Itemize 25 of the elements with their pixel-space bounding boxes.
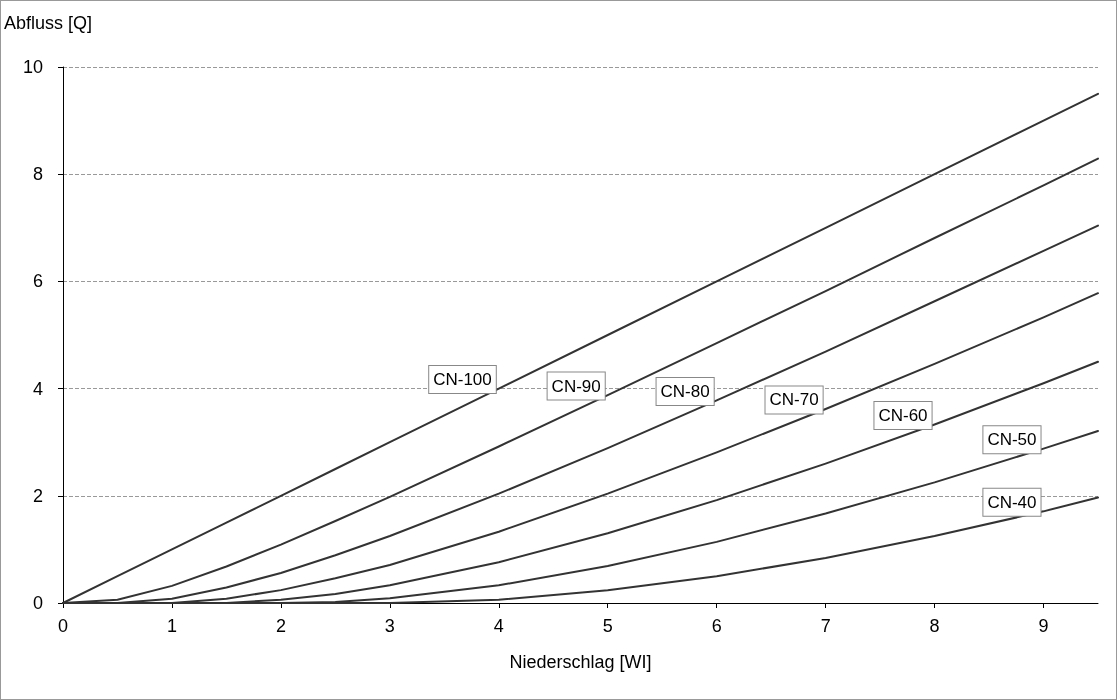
series-label: CN-90 bbox=[551, 376, 601, 396]
x-tick-label: 5 bbox=[602, 616, 613, 636]
x-tick-label: 6 bbox=[711, 616, 722, 636]
x-axis-title: Niederschlag [WI] bbox=[509, 652, 652, 672]
x-tick-label: 3 bbox=[384, 616, 395, 636]
series-label: CN-100 bbox=[433, 370, 492, 390]
series-label: CN-40 bbox=[987, 492, 1037, 512]
x-tick-label: 2 bbox=[275, 616, 286, 636]
y-tick-label: 2 bbox=[32, 485, 43, 506]
x-tick-label: 4 bbox=[493, 616, 504, 636]
y-axis-title: Abfluss [Q] bbox=[4, 13, 93, 33]
series-label: CN-70 bbox=[769, 390, 819, 410]
series-label: CN-50 bbox=[987, 430, 1037, 450]
x-tick-label: 7 bbox=[820, 616, 831, 636]
x-tick-label: 0 bbox=[57, 616, 69, 636]
x-tick-label: 9 bbox=[1038, 616, 1049, 636]
y-tick-label: 6 bbox=[32, 271, 43, 292]
y-tick-label: 8 bbox=[32, 164, 43, 185]
y-tick-label: 0 bbox=[32, 593, 43, 613]
series-label: CN-60 bbox=[878, 406, 928, 426]
x-tick-label: 1 bbox=[166, 616, 177, 636]
x-tick-label: 8 bbox=[929, 616, 940, 636]
y-tick-label: 10 bbox=[22, 57, 43, 77]
series-label: CN-80 bbox=[660, 381, 710, 401]
y-tick-label: 4 bbox=[32, 378, 43, 399]
